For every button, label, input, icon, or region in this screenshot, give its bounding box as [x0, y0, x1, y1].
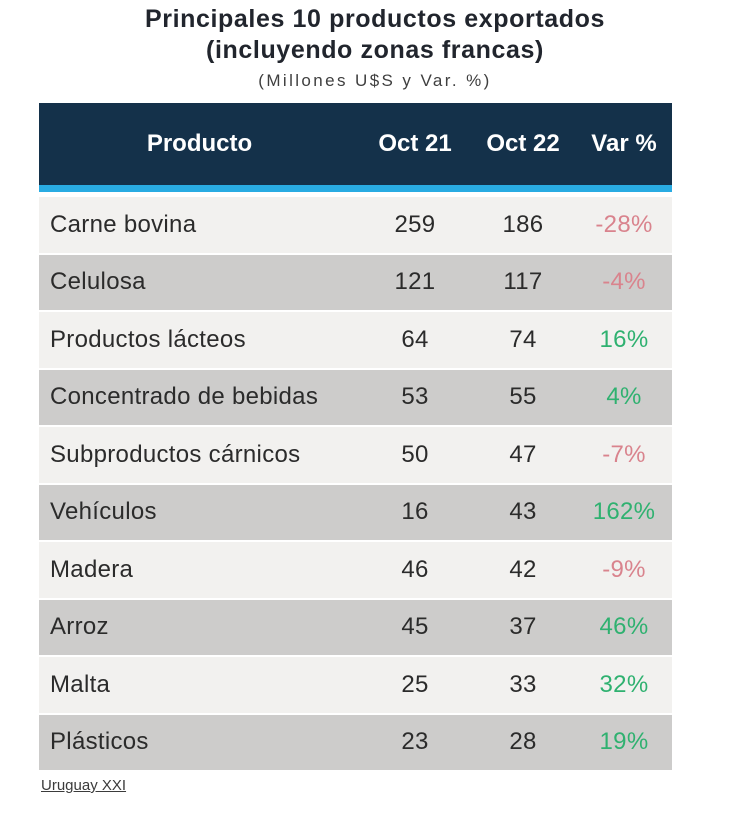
oct22-cell: 28: [509, 728, 537, 756]
product-cell: Arroz: [50, 613, 109, 641]
var-cell: 16%: [599, 325, 649, 353]
header-accent-stripe: [39, 185, 672, 192]
table-row: Productos lácteos 64 74 16%: [39, 312, 672, 368]
page-subtitle: (Millones U$S y Var. %): [258, 71, 492, 90]
header-cell-producto: Producto: [146, 130, 253, 157]
oct21-cell: 121: [394, 268, 436, 296]
oct21-cell: 64: [401, 325, 429, 353]
var-cell: -9%: [602, 555, 646, 583]
oct22-cell: 117: [503, 268, 543, 296]
table-row: Arroz 45 37 46%: [39, 599, 672, 655]
var-cell: -7%: [602, 440, 646, 468]
product-cell: Concentrado de bebidas: [50, 383, 319, 411]
header-rows-gap: [39, 192, 672, 197]
oct21-cell: 53: [401, 383, 429, 411]
oct22-cell: 74: [509, 325, 537, 353]
title-block: Principales 10 productos exportados (inc…: [0, 4, 750, 91]
oct22-cell: 33: [509, 670, 537, 698]
exports-table: Producto Oct 21 Oct 22 Var % Carne bovin…: [39, 103, 672, 770]
oct21-cell: 16: [401, 498, 429, 526]
oct21-cell: 45: [401, 613, 429, 641]
var-cell: 4%: [606, 383, 642, 411]
oct21-cell: 50: [401, 440, 429, 468]
product-cell: Celulosa: [50, 268, 146, 296]
source-link[interactable]: Uruguay XXI: [41, 777, 127, 794]
page-title-line1: Principales 10 productos exportados: [144, 5, 605, 33]
oct21-cell: 46: [401, 555, 429, 583]
var-cell: 162%: [592, 498, 656, 526]
var-cell: 32%: [599, 670, 649, 698]
oct21-cell: 23: [401, 728, 429, 756]
table-row: Plásticos 23 28 19%: [39, 714, 672, 770]
header-cell-var: Var %: [591, 130, 657, 157]
page-title-line2: (incluyendo zonas francas): [206, 36, 544, 64]
var-cell: 19%: [599, 728, 649, 756]
oct21-cell: 259: [394, 210, 436, 238]
product-cell: Malta: [50, 670, 111, 698]
table-row: Malta 25 33 32%: [39, 657, 672, 713]
table-row: Subproductos cárnicos 50 47 -7%: [39, 427, 672, 483]
oct22-cell: 42: [509, 555, 537, 583]
table-row: Vehículos 16 43 162%: [39, 484, 672, 540]
product-cell: Subproductos cárnicos: [50, 440, 301, 468]
table-row: Concentrado de bebidas 53 55 4%: [39, 369, 672, 425]
product-cell: Productos lácteos: [50, 325, 246, 353]
table-row: Madera 46 42 -9%: [39, 542, 672, 598]
header-cell-oct22: Oct 22: [486, 130, 560, 157]
oct22-cell: 37: [509, 613, 537, 641]
table-header-row: Producto Oct 21 Oct 22 Var %: [39, 103, 672, 185]
product-cell: Madera: [50, 555, 134, 583]
table-row: Carne bovina 259 186 -28%: [39, 197, 672, 253]
var-cell: 46%: [599, 613, 649, 641]
oct22-cell: 47: [509, 440, 537, 468]
table-row: Celulosa 121 117 -4%: [39, 254, 672, 310]
oct22-cell: 186: [502, 210, 544, 238]
var-cell: -4%: [602, 268, 646, 296]
product-cell: Vehículos: [50, 498, 157, 526]
product-cell: Carne bovina: [50, 210, 197, 238]
oct21-cell: 25: [401, 670, 429, 698]
var-cell: -28%: [595, 210, 653, 238]
oct22-cell: 55: [509, 383, 537, 411]
product-cell: Plásticos: [50, 728, 149, 756]
oct22-cell: 43: [509, 498, 537, 526]
header-cell-oct21: Oct 21: [378, 130, 452, 157]
